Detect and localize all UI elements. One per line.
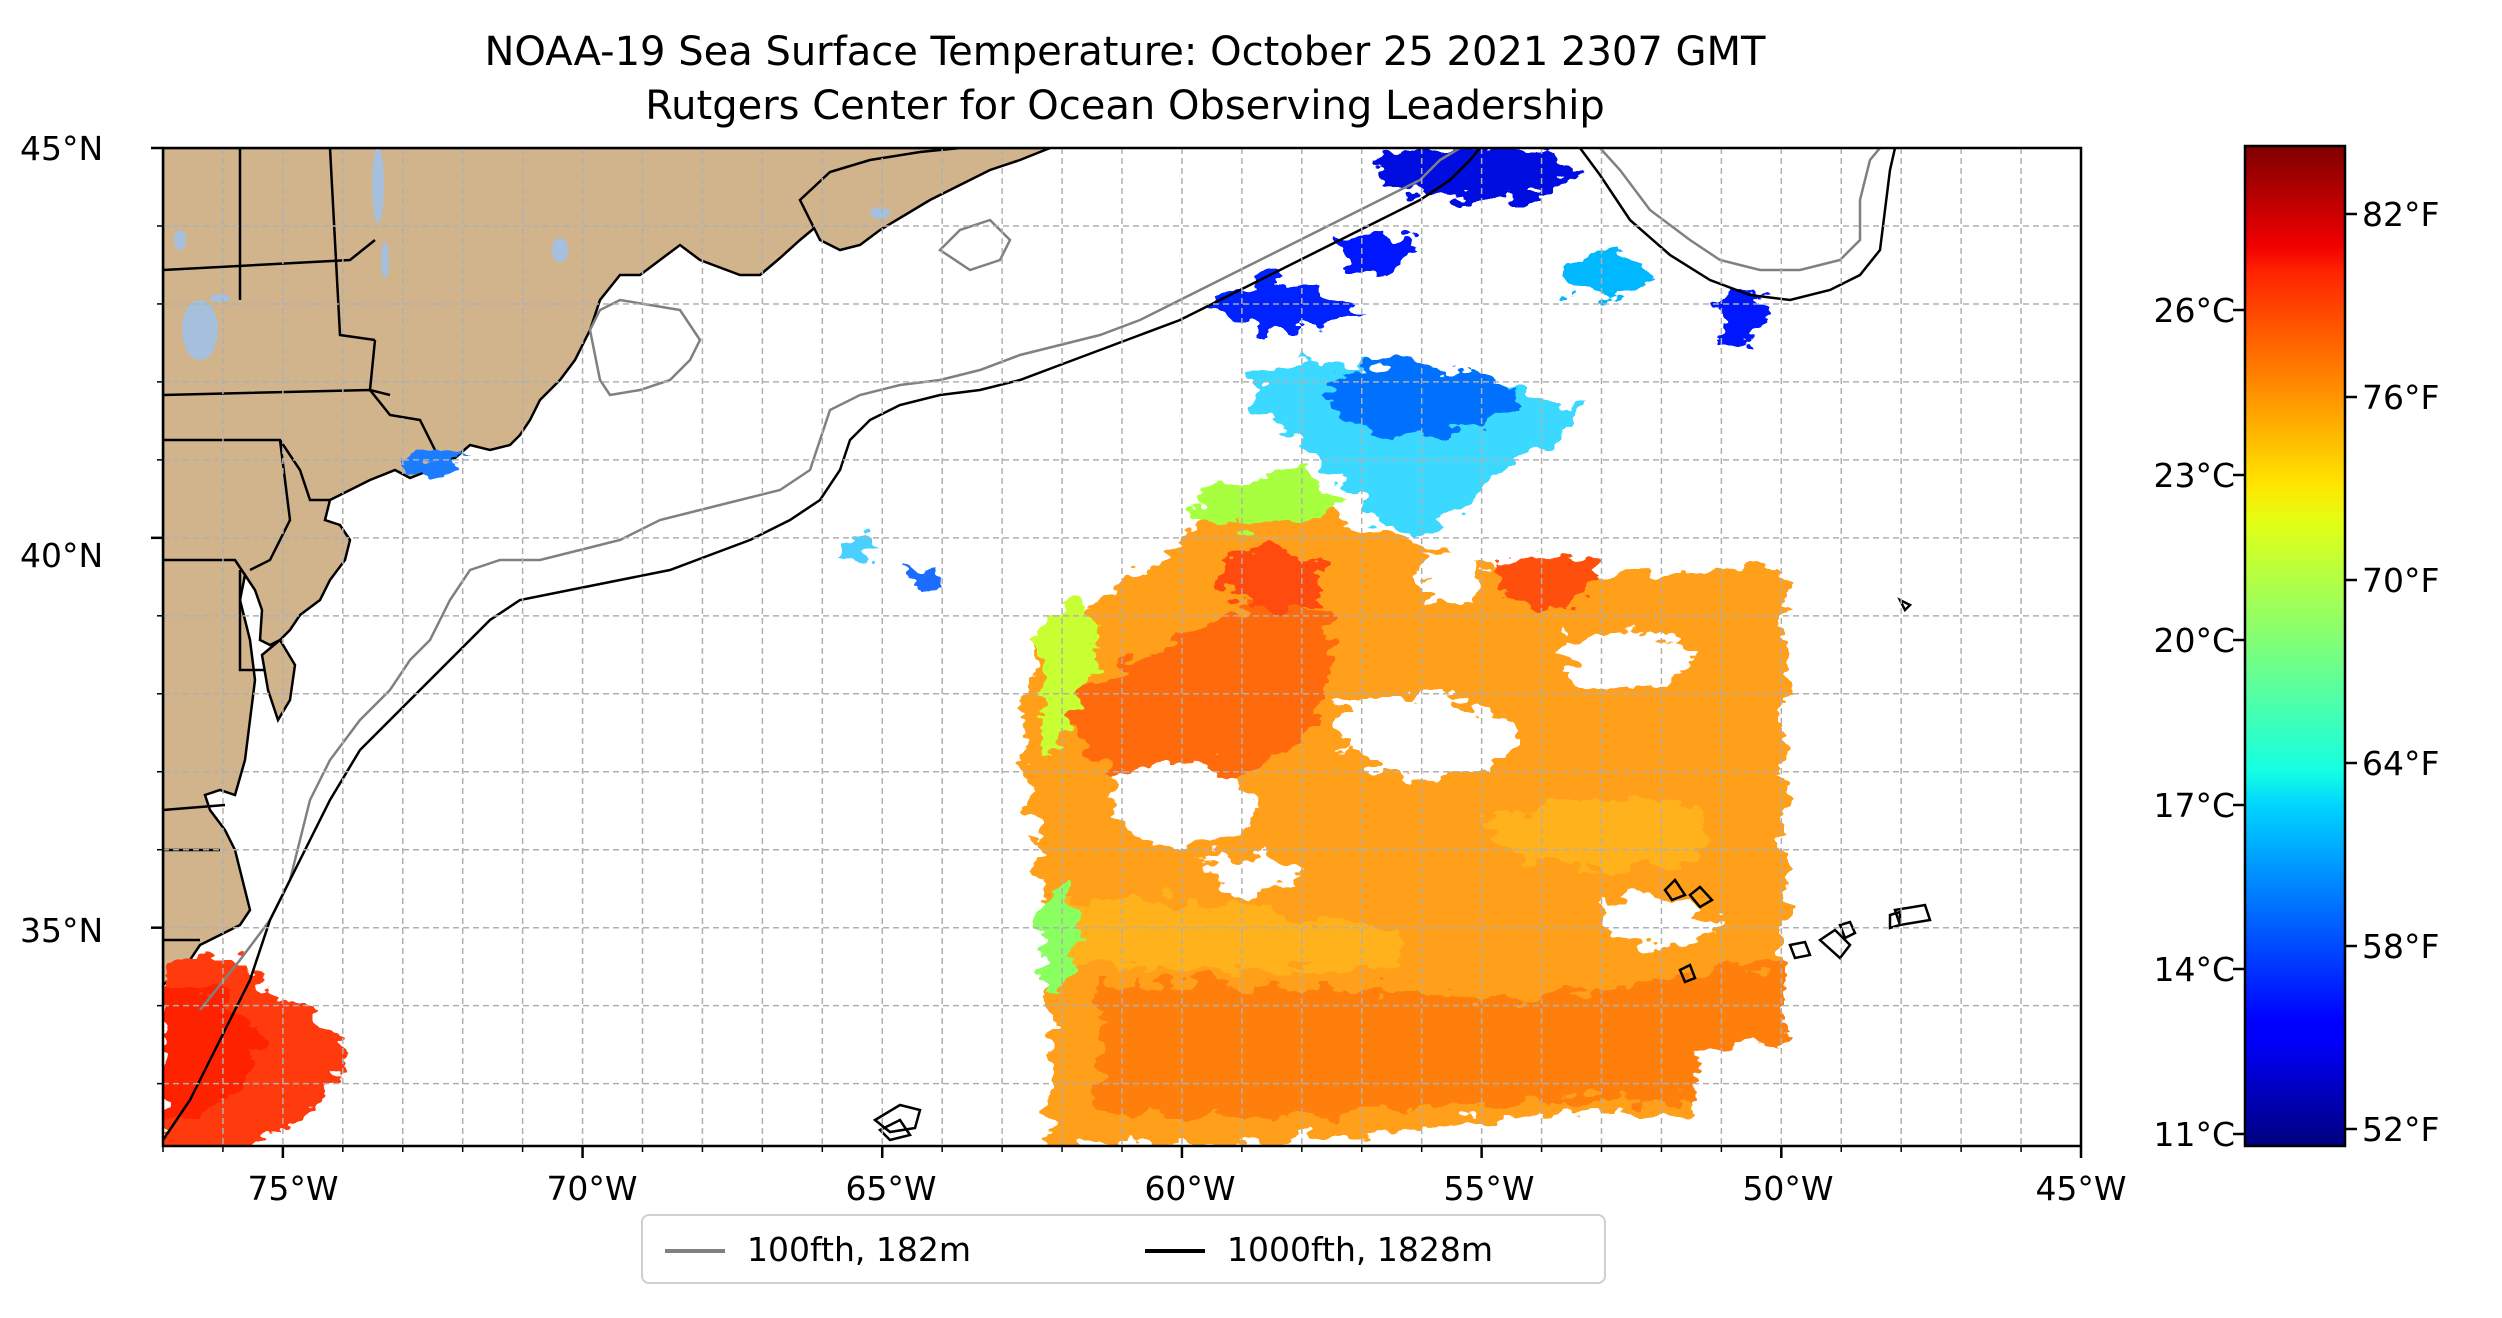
lakes xyxy=(174,148,890,360)
x-tick-label: 50°W xyxy=(1742,1169,1834,1208)
cloud-gaps xyxy=(1110,555,1785,1146)
colorbar-fahrenheit-label: 58°F xyxy=(2362,927,2440,966)
legend: 100fth, 182m 1000fth, 1828m xyxy=(641,1214,1606,1284)
colorbar-celsius-label: 20°C xyxy=(2153,621,2235,660)
colorbar-fahrenheit-label: 64°F xyxy=(2362,744,2440,783)
colorbar xyxy=(2243,144,2347,1148)
y-tick-label: 40°N xyxy=(20,536,104,575)
colorbar-celsius-label: 11°C xyxy=(2153,1115,2235,1154)
contour-100fth xyxy=(199,148,1881,1011)
x-tick-label: 60°W xyxy=(1144,1169,1236,1208)
x-tick-label: 55°W xyxy=(1443,1169,1535,1208)
colorbar-celsius-label: 26°C xyxy=(2153,291,2235,330)
axis-ticks xyxy=(151,146,2083,1158)
chart-title: NOAA-19 Sea Surface Temperature: October… xyxy=(484,29,1766,75)
land-mass xyxy=(163,148,1051,987)
legend-label: 100fth, 182m xyxy=(747,1230,971,1269)
legend-label: 1000fth, 1828m xyxy=(1227,1230,1493,1269)
legend-swatch-grey xyxy=(665,1249,725,1253)
x-tick-label: 45°W xyxy=(2035,1169,2127,1208)
chart-subtitle: Rutgers Center for Ocean Observing Leade… xyxy=(645,83,1605,129)
state-borders xyxy=(163,148,442,942)
y-tick-label: 45°N xyxy=(20,129,104,168)
colorbar-celsius-label: 14°C xyxy=(2153,950,2235,989)
colorbar-fahrenheit-label: 52°F xyxy=(2362,1110,2440,1149)
colorbar-celsius-label: 23°C xyxy=(2153,456,2235,495)
x-tick-label: 75°W xyxy=(247,1169,339,1208)
x-tick-label: 65°W xyxy=(845,1169,937,1208)
colorbar-celsius-label: 17°C xyxy=(2153,786,2235,825)
y-tick-label: 35°N xyxy=(20,911,104,950)
contour-1000fth xyxy=(163,148,1932,1142)
colorbar-ticks xyxy=(2233,212,2357,1136)
colorbar-fahrenheit-label: 82°F xyxy=(2362,195,2440,234)
legend-swatch-black xyxy=(1145,1249,1205,1253)
gridlines xyxy=(163,148,2081,1146)
colorbar-fahrenheit-label: 76°F xyxy=(2362,378,2440,417)
colorbar-fahrenheit-label: 70°F xyxy=(2362,561,2440,600)
x-tick-label: 70°W xyxy=(546,1169,638,1208)
